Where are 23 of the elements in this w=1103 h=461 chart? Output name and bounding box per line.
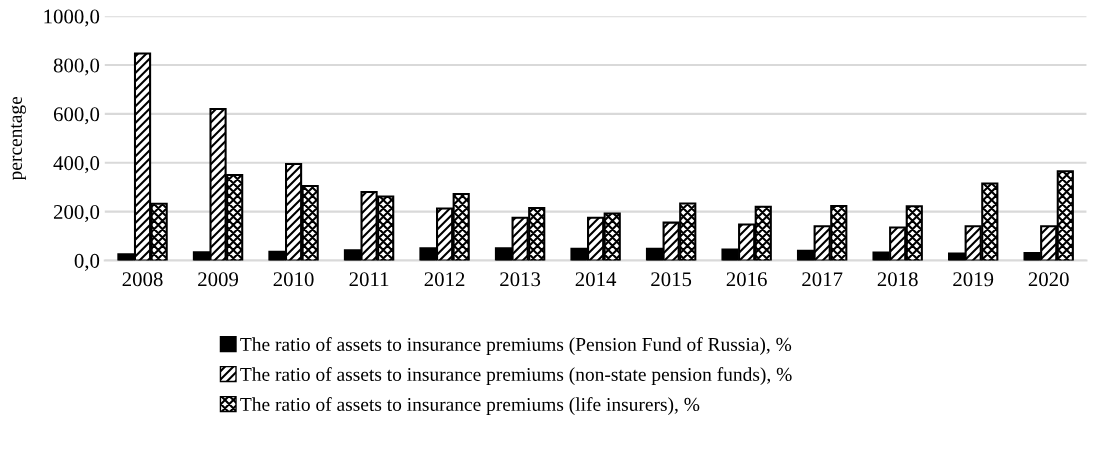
x-tick-label: 2011: [349, 272, 389, 287]
x-tick-label: 2009: [198, 272, 239, 287]
x-tick-label: 2013: [500, 272, 541, 287]
x-tick-label: 2012: [424, 272, 465, 287]
y-tick-label: 1000,0: [44, 9, 100, 27]
x-tick-label: 2016: [726, 272, 767, 287]
x-tick-label: 2010: [273, 272, 314, 287]
y-tick-label: 200,0: [53, 204, 100, 223]
y-tick-label: 0,0: [74, 253, 100, 271]
x-tick-label: 2017: [802, 272, 843, 287]
y-tick-label: 800,0: [53, 58, 100, 76]
x-tick-label: 2019: [953, 272, 994, 287]
y-axis-title: percentage: [10, 96, 26, 181]
x-tick-label: 2018: [877, 272, 918, 287]
x-tick-label: 2014: [575, 272, 617, 287]
legend-label: The ratio of assets to insurance premiums (life insurers), %: [240, 397, 700, 415]
y-tick-label: 600,0: [53, 107, 100, 125]
x-tick-label: 2015: [651, 272, 692, 287]
legend-label: The ratio of assets to insurance premiums (Pension Fund of Russia), %: [240, 337, 792, 355]
x-tick-label: 2008: [122, 272, 163, 287]
legend-label: The ratio of assets to insurance premiums (non-state pension funds), %: [240, 367, 792, 385]
y-tick-label: 400,0: [53, 156, 100, 174]
x-tick-label: 2020: [1028, 272, 1069, 287]
